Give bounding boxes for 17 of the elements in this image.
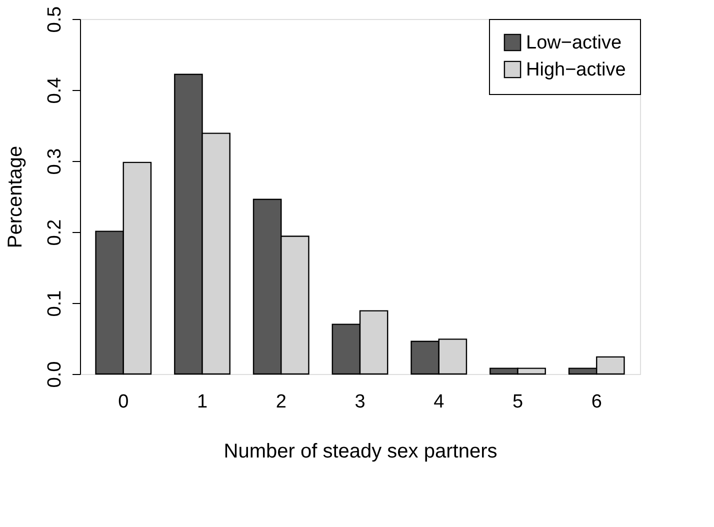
- y-tick-label: 0.3: [44, 148, 66, 175]
- y-tick-label: 0.5: [44, 6, 66, 33]
- y-tick-label: 0.4: [44, 76, 66, 104]
- y-tick-label: 0.1: [44, 290, 66, 317]
- x-tick-label: 3: [354, 392, 366, 412]
- legend-label: High−active: [526, 60, 626, 80]
- x-tick-label: 6: [591, 392, 602, 412]
- x-tick-label: 2: [276, 392, 286, 412]
- x-tick-label: 5: [512, 392, 524, 412]
- x-tick-label: 1: [196, 392, 208, 412]
- x-tick-label: 4: [434, 392, 445, 412]
- x-axis-title: Number of steady sex partners: [224, 440, 498, 462]
- y-tick-label: 0.0: [44, 361, 66, 388]
- y-axis-title: Percentage: [4, 146, 26, 248]
- x-tick-label: 0: [118, 392, 129, 412]
- y-tick-label: 0.2: [44, 219, 66, 246]
- legend-label: Low−active: [526, 32, 622, 54]
